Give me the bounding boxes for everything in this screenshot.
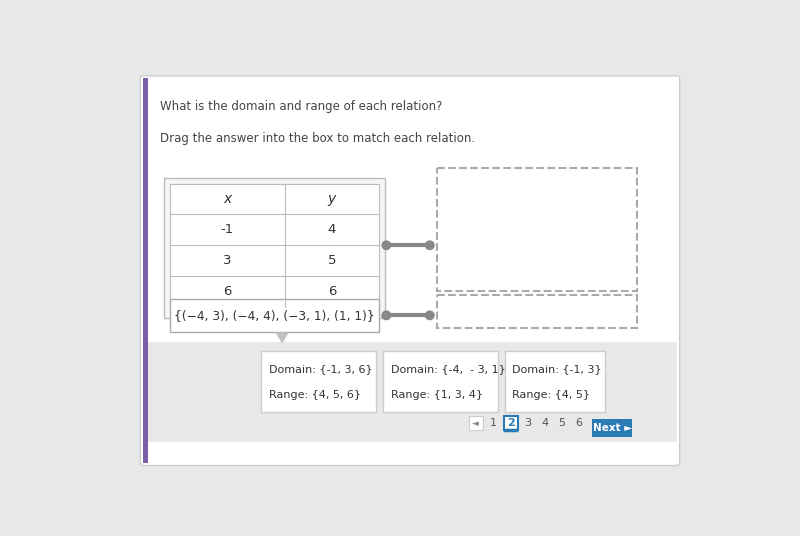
Text: What is the domain and range of each relation?: What is the domain and range of each rel… — [160, 100, 442, 113]
Text: 6: 6 — [575, 418, 582, 428]
Text: 3: 3 — [223, 254, 231, 267]
Text: x: x — [223, 192, 231, 206]
Bar — [437, 295, 637, 327]
Text: 5: 5 — [558, 418, 566, 428]
Circle shape — [382, 241, 390, 249]
Text: 5: 5 — [328, 254, 336, 267]
Text: Next ►: Next ► — [593, 423, 632, 433]
Text: Range: {1, 3, 4}: Range: {1, 3, 4} — [390, 390, 482, 400]
Text: ◄: ◄ — [473, 419, 479, 428]
Bar — [148, 341, 678, 442]
Text: Domain: {-1, 3, 6}: Domain: {-1, 3, 6} — [269, 364, 373, 374]
Circle shape — [426, 311, 434, 319]
Circle shape — [382, 311, 390, 319]
Text: -1: -1 — [221, 224, 234, 236]
Bar — [170, 299, 379, 331]
Text: Drag the answer into the box to match each relation.: Drag the answer into the box to match ea… — [160, 132, 475, 145]
Bar — [170, 184, 379, 307]
Text: y: y — [328, 192, 336, 206]
FancyBboxPatch shape — [140, 76, 680, 465]
Circle shape — [426, 241, 434, 249]
Bar — [163, 177, 386, 318]
Bar — [383, 351, 498, 412]
Bar — [469, 416, 483, 430]
Text: 6: 6 — [223, 285, 231, 298]
Bar — [505, 351, 606, 412]
Bar — [262, 351, 376, 412]
Text: 3: 3 — [524, 418, 531, 428]
Text: Domain: {-4,  - 3, 1}: Domain: {-4, - 3, 1} — [390, 364, 506, 374]
Text: 4: 4 — [542, 418, 549, 428]
Text: 4: 4 — [328, 224, 336, 236]
Text: 1: 1 — [490, 418, 498, 428]
Bar — [437, 168, 637, 292]
Text: {(−4, 3), (−4, 4), (−3, 1), (1, 1)}: {(−4, 3), (−4, 4), (−3, 1), (1, 1)} — [174, 309, 374, 322]
Bar — [504, 416, 518, 430]
Bar — [142, 78, 148, 463]
Text: Domain: {-1, 3}: Domain: {-1, 3} — [512, 364, 602, 374]
Text: Range: {4, 5}: Range: {4, 5} — [512, 390, 590, 400]
Text: Range: {4, 5, 6}: Range: {4, 5, 6} — [269, 390, 361, 400]
Text: 6: 6 — [328, 285, 336, 298]
Bar — [592, 419, 633, 437]
Text: 2: 2 — [507, 418, 514, 428]
Polygon shape — [277, 333, 287, 343]
